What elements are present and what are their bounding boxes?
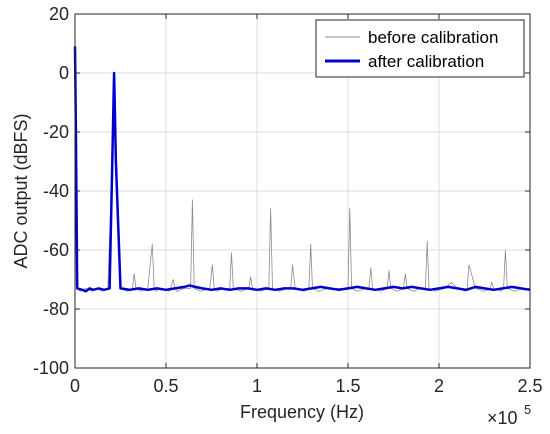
x-axis-label: Frequency (Hz) (240, 402, 364, 422)
legend-label-after: after calibration (368, 52, 484, 71)
x-tick-label: 2.5 (517, 376, 542, 396)
series-lines (73, 46, 531, 293)
x-axis-ticks: 0 0.5 1 1.5 2 2.5 (70, 14, 543, 396)
y-axis-label: ADC output (dBFS) (11, 113, 31, 268)
legend-label-before: before calibration (368, 28, 498, 47)
series-line-after-calibration (73, 46, 531, 293)
grid (74, 13, 531, 369)
x-exponent-power: 5 (524, 402, 531, 417)
legend-box (315, 19, 525, 78)
y-tick-label: -40 (43, 181, 69, 201)
y-tick-label: 0 (59, 63, 69, 83)
legend: before calibration after calibration (315, 19, 525, 78)
y-axis-ticks: 20 0 -20 -40 -60 -80 -100 (33, 4, 530, 378)
y-tick-label: 20 (49, 4, 69, 24)
x-tick-label: 0.5 (153, 376, 178, 396)
x-exponent-base: ×10 (487, 408, 518, 428)
x-tick-label: 0 (70, 376, 80, 396)
x-tick-label: 1.5 (335, 376, 360, 396)
x-tick-label: 2 (434, 376, 444, 396)
x-tick-label: 1 (252, 376, 262, 396)
y-tick-label: -60 (43, 240, 69, 260)
x-exponent: ×10 5 (487, 402, 531, 428)
y-tick-label: -20 (43, 122, 69, 142)
y-tick-label: -80 (43, 299, 69, 319)
y-tick-label: -100 (33, 358, 69, 378)
